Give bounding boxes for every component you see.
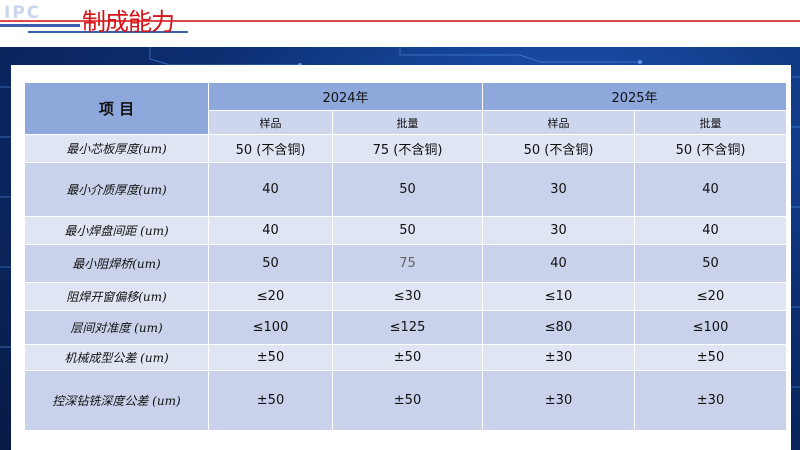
cell-value: 40: [482, 244, 635, 283]
row-label: 控深钻铣深度公差 (um): [24, 370, 209, 431]
cell-value: ±50: [332, 344, 483, 371]
sub-header-2025-batch: 批量: [634, 110, 787, 135]
row-label: 最小介质厚度(um): [24, 162, 209, 217]
cell-value: 50: [634, 244, 787, 283]
cell-value: 30: [482, 216, 635, 245]
cell-value: 50: [208, 244, 333, 283]
cell-value: 75 (不含铜): [332, 134, 483, 163]
year-header-2025: 2025年: [482, 82, 787, 111]
cell-value: 30: [482, 162, 635, 217]
year-header-2024: 2024年: [208, 82, 483, 111]
cell-value: 40: [208, 216, 333, 245]
cell-value: ≤30: [332, 282, 483, 311]
table-row: 最小介质厚度(um) 40 50 30 40: [24, 162, 787, 217]
cell-value: ±50: [208, 344, 333, 371]
cell-value: 50 (不含铜): [482, 134, 635, 163]
cell-value: ±50: [634, 344, 787, 371]
cell-value: ±30: [482, 370, 635, 431]
header-blue-rule: [28, 31, 188, 33]
row-label: 最小焊盘间距 (um): [24, 216, 209, 245]
row-label: 阻焊开窗偏移(um): [24, 282, 209, 311]
logo-underline: [0, 24, 80, 27]
table-row: 最小焊盘间距 (um) 40 50 30 40: [24, 216, 787, 245]
cell-value: 50 (不含铜): [208, 134, 333, 163]
cell-value: 40: [634, 162, 787, 217]
cell-value: ≤80: [482, 310, 635, 345]
cell-value: 40: [634, 216, 787, 245]
cell-value: ≤20: [634, 282, 787, 311]
table-row: 控深钻铣深度公差 (um) ±50 ±50 ±30 ±30: [24, 370, 787, 431]
cell-value: 50 (不含铜): [634, 134, 787, 163]
sub-header-2024-sample: 样品: [208, 110, 333, 135]
row-label: 机械成型公差 (um): [24, 344, 209, 371]
cell-value: 75: [332, 244, 483, 283]
page-title: 制成能力: [82, 8, 175, 36]
cell-value: ±30: [482, 344, 635, 371]
cell-value: 40: [208, 162, 333, 217]
row-label: 最小芯板厚度(um): [24, 134, 209, 163]
sub-header-2024-batch: 批量: [332, 110, 483, 135]
header-red-rule: [0, 20, 800, 22]
capability-table: 项 目 2024年 2025年 样品 批量 样品 批量 最小芯板厚度(um) 5…: [24, 82, 787, 431]
table-row: 机械成型公差 (um) ±50 ±50 ±30 ±50: [24, 344, 787, 371]
table-row: 阻焊开窗偏移(um) ≤20 ≤30 ≤10 ≤20: [24, 282, 787, 311]
cell-value: ≤10: [482, 282, 635, 311]
cell-value: ≤125: [332, 310, 483, 345]
row-label: 最小阻焊桥(um): [24, 244, 209, 283]
cell-value: ≤20: [208, 282, 333, 311]
cell-value: 50: [332, 216, 483, 245]
row-label: 层间对准度 (um): [24, 310, 209, 345]
cell-value: ≤100: [634, 310, 787, 345]
cell-value: ±30: [634, 370, 787, 431]
cell-value: ≤100: [208, 310, 333, 345]
table-row: 最小阻焊桥(um) 50 75 40 50: [24, 244, 787, 283]
company-logo: IPC: [4, 3, 42, 23]
cell-value: ±50: [332, 370, 483, 431]
table-row: 最小芯板厚度(um) 50 (不含铜) 75 (不含铜) 50 (不含铜) 50…: [24, 134, 787, 163]
sub-header-2025-sample: 样品: [482, 110, 635, 135]
cell-value: 50: [332, 162, 483, 217]
corner-header: 项 目: [24, 82, 209, 135]
cell-value: ±50: [208, 370, 333, 431]
table-row: 层间对准度 (um) ≤100 ≤125 ≤80 ≤100: [24, 310, 787, 345]
